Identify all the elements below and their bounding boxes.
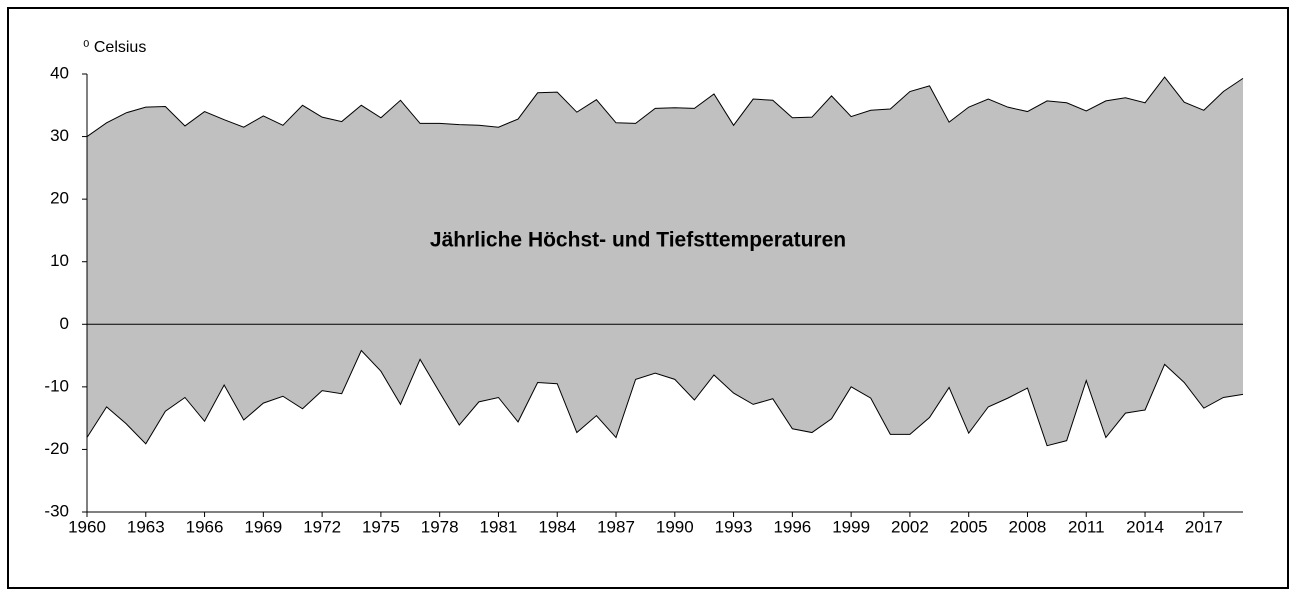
- y-axis-label: ⁰ Celsius: [83, 39, 146, 56]
- x-tick-label: 1978: [421, 517, 459, 536]
- y-tick-label: 0: [60, 314, 69, 333]
- y-tick-label: -20: [44, 439, 69, 458]
- y-tick-label: 20: [50, 189, 69, 208]
- x-tick-label: 1993: [715, 517, 753, 536]
- x-tick-label: 2008: [1009, 517, 1047, 536]
- y-tick-label: 10: [50, 251, 69, 270]
- y-tick-label: -30: [44, 501, 69, 520]
- x-tick-label: 1975: [362, 517, 400, 536]
- x-tick-label: 2014: [1126, 517, 1164, 536]
- chart-title: Jährliche Höchst- und Tiefsttemperaturen: [430, 229, 846, 252]
- x-tick-label: 1999: [832, 517, 870, 536]
- x-tick-label: 2011: [1068, 517, 1105, 536]
- x-tick-label: 1966: [186, 517, 224, 536]
- x-tick-label: 2002: [891, 517, 929, 536]
- x-tick-label: 1981: [480, 517, 518, 536]
- line: [86, 349, 1244, 447]
- x-tick-label: 1969: [244, 517, 282, 536]
- band-fill: [87, 77, 1243, 446]
- x-tick-label: 2017: [1185, 517, 1223, 536]
- x-tick-label: 1984: [538, 517, 576, 536]
- line: [86, 76, 1244, 137]
- x-tick-label: 1996: [773, 517, 811, 536]
- y-tick-label: 30: [50, 126, 69, 145]
- x-tick-label: 1987: [597, 517, 635, 536]
- x-tick-label: 1972: [303, 517, 341, 536]
- y-tick-label: -10: [44, 376, 69, 395]
- x-tick-label: 1990: [656, 517, 694, 536]
- y-tick-label: 40: [50, 63, 69, 82]
- x-tick-label: 1960: [68, 517, 106, 536]
- x-tick-label: 2005: [950, 517, 988, 536]
- x-tick-label: 1963: [127, 517, 165, 536]
